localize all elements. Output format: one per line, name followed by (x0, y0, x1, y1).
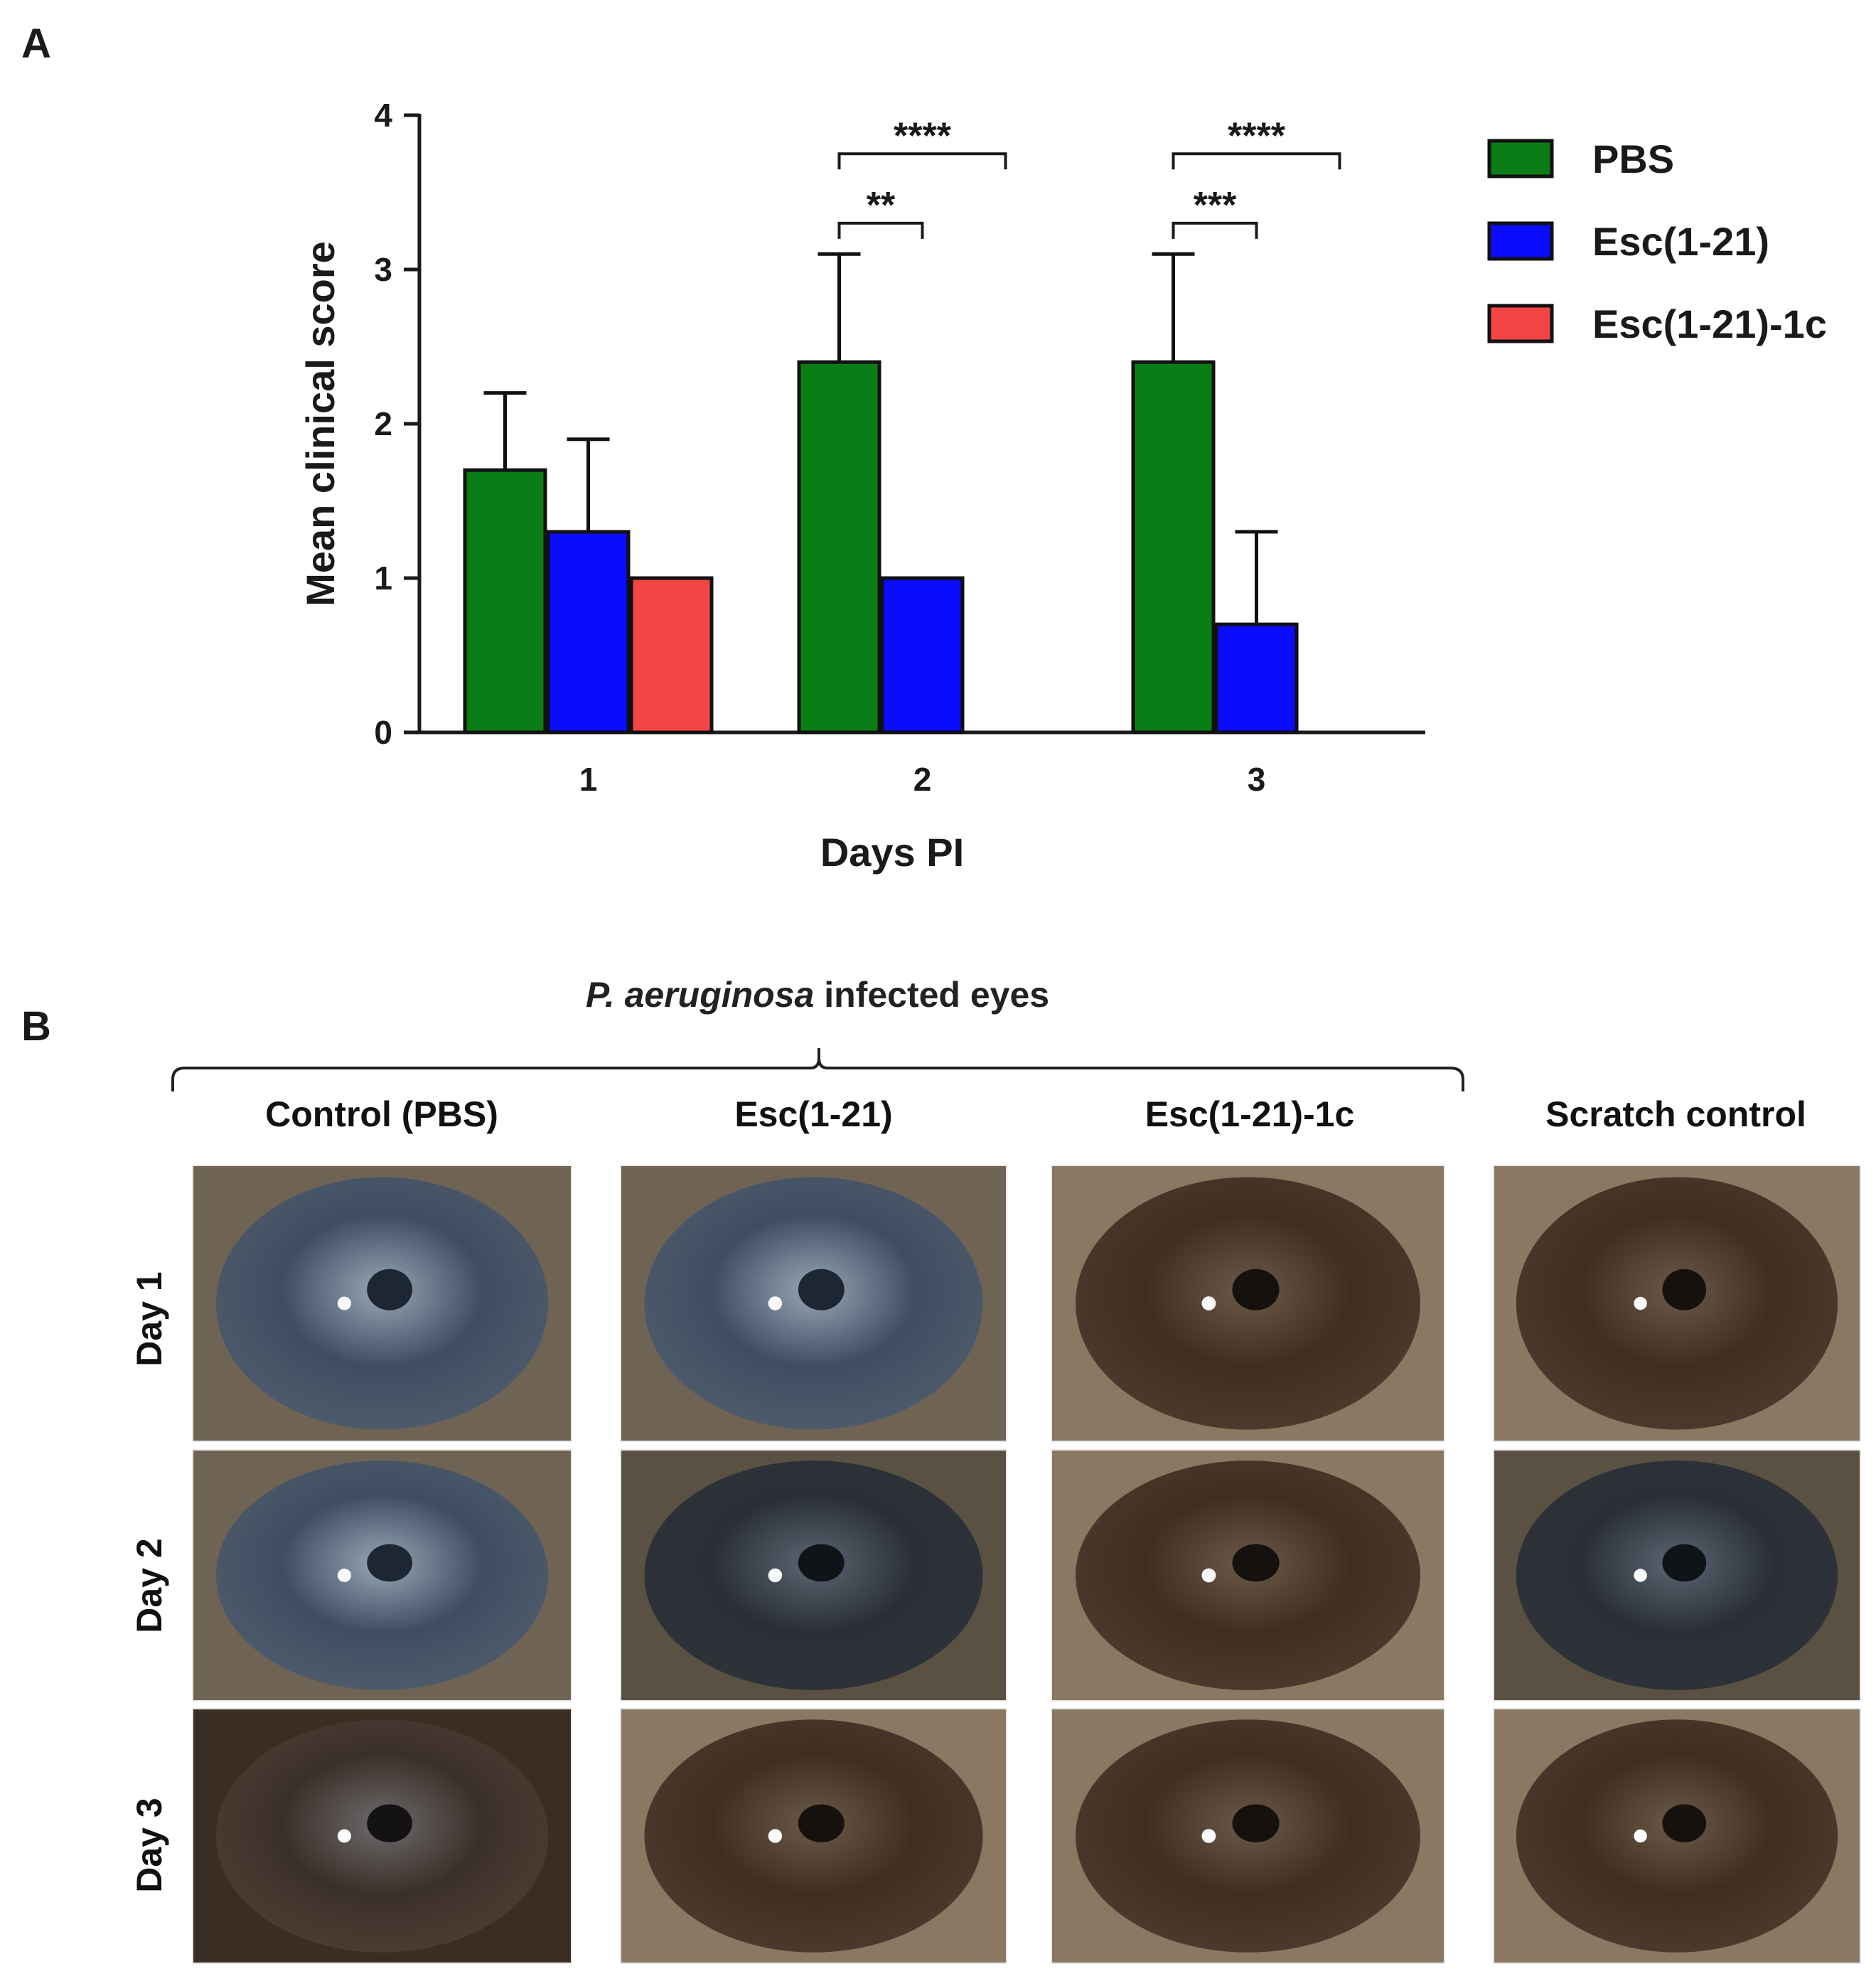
significance-label: ** (867, 185, 896, 226)
y-axis-label: Mean clinical score (298, 241, 343, 607)
y-tick-label: 4 (374, 97, 392, 134)
y-tick-label: 2 (374, 405, 392, 442)
significance-bracket (837, 221, 924, 239)
eye-photo-esc-day-1 (620, 1165, 1007, 1442)
bar-esc-1-21-1c-day-1 (629, 576, 714, 735)
y-tick-label: 3 (374, 251, 392, 288)
row-header-day-1: Day 1 (129, 1271, 169, 1367)
column-header-control: Control (PBS) (265, 1094, 498, 1134)
panel-a-label: A (21, 21, 51, 67)
group-title-rest: infected eyes (824, 975, 1050, 1015)
bar-pbs-day-3 (1131, 360, 1216, 735)
group-title-species: P. aeruginosa (585, 975, 815, 1015)
bar-esc-1-21--day-2 (880, 576, 965, 735)
bar-esc-1-21--day-1 (546, 530, 631, 735)
significance-bracket (1172, 152, 1341, 170)
significance-label: *** (1194, 185, 1237, 226)
eye-photo-esc-day-2 (620, 1449, 1007, 1702)
eye-photo-esc-1c-day-1 (1051, 1165, 1445, 1442)
eye-photo-esc-1c-day-3 (1051, 1708, 1445, 1964)
significance-bracket (837, 152, 1007, 170)
bar-esc-1-21--day-3 (1214, 622, 1299, 735)
legend-swatch-pbs (1487, 139, 1554, 178)
bar-pbs-day-1 (463, 468, 547, 735)
legend-swatch-esc-1-21- (1487, 221, 1554, 261)
eye-photo-esc-1c-day-2 (1051, 1449, 1445, 1702)
y-tick-label: 0 (374, 714, 392, 751)
significance-label: **** (894, 115, 952, 156)
x-tick-label: 1 (579, 761, 598, 798)
eye-photo-scratch-day-3 (1493, 1708, 1861, 1964)
row-header-day-3: Day 3 (129, 1798, 169, 1893)
column-header-esc-1c: Esc(1-21)-1c (1145, 1094, 1355, 1134)
column-header-esc: Esc(1-21) (734, 1094, 893, 1134)
eye-photo-control-day-1 (192, 1165, 572, 1442)
eye-photo-esc-day-3 (620, 1708, 1007, 1964)
y-tick-label: 1 (374, 560, 392, 597)
significance-label: **** (1228, 115, 1286, 156)
x-axis-label: Days PI (820, 830, 964, 875)
eye-photo-scratch-day-1 (1493, 1165, 1861, 1442)
eye-photo-control-day-3 (192, 1708, 572, 1964)
eye-photo-control-day-2 (192, 1449, 572, 1702)
group-brace (171, 1048, 1464, 1091)
group-title: P. aeruginosa infected eyes (355, 974, 1280, 1015)
legend-label: Esc(1-21) (1592, 219, 1769, 264)
x-tick-label: 2 (913, 761, 932, 798)
column-header-scratch: Scratch control (1545, 1094, 1806, 1134)
panel-b-label: B (21, 1003, 51, 1050)
eye-photo-scratch-day-2 (1493, 1449, 1861, 1702)
significance-bracket (1172, 221, 1258, 239)
legend-swatch-esc-1-21-1c (1487, 304, 1554, 343)
row-header-day-2: Day 2 (129, 1538, 169, 1633)
bar-pbs-day-2 (797, 360, 881, 735)
legend-label: Esc(1-21)-1c (1592, 301, 1827, 346)
x-tick-label: 3 (1248, 761, 1266, 798)
legend-label: PBS (1592, 137, 1674, 181)
